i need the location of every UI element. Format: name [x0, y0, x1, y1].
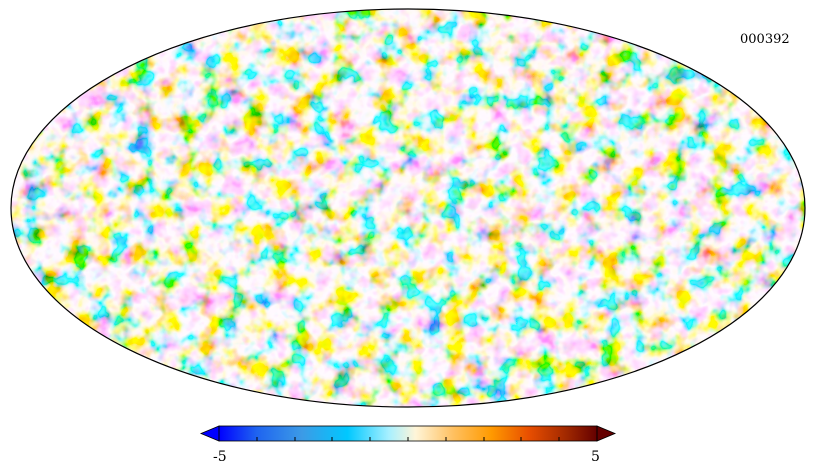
map-id-label: 000392	[740, 32, 790, 47]
colorbar-ticks	[218, 437, 598, 441]
colorbar-min-label: -5	[213, 449, 227, 465]
colorbar-over-triangle	[596, 425, 617, 442]
colorbar-gradient	[219, 426, 597, 441]
colorbar-max-label: 5	[591, 449, 600, 465]
colorbar-under-triangle	[199, 425, 220, 442]
mollweide-map	[10, 8, 806, 408]
map-outline	[10, 8, 806, 408]
colorbar	[199, 425, 617, 442]
